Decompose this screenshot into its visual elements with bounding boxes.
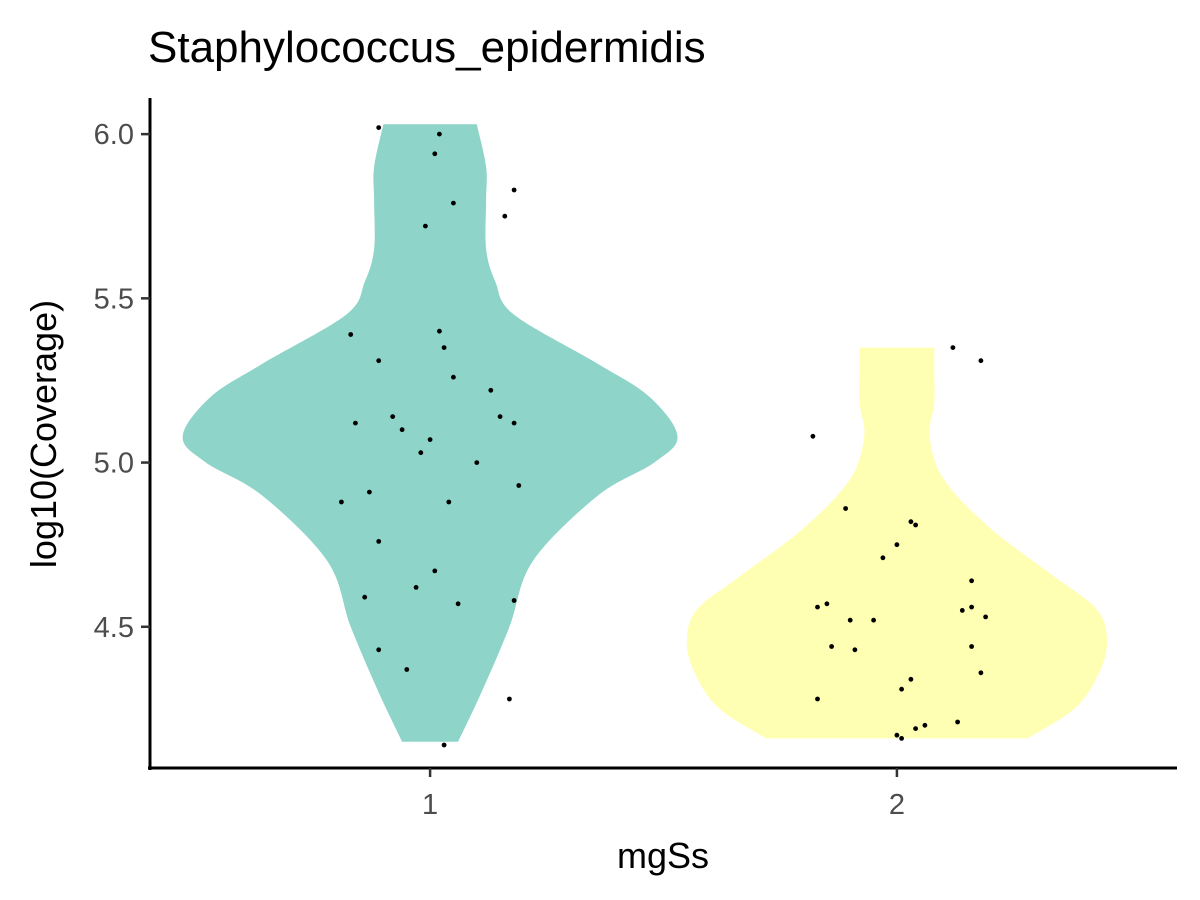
data-point: [451, 200, 456, 206]
data-point: [376, 358, 382, 364]
x-axis-title: mgSs: [617, 835, 709, 876]
points: [339, 125, 988, 748]
chart-title: Staphylococcus_epidermidis: [148, 23, 706, 72]
data-point: [978, 358, 984, 364]
data-point: [455, 601, 461, 607]
data-point: [474, 460, 480, 465]
data-point: [810, 433, 816, 439]
y-tick-label: 5.0: [94, 448, 134, 480]
data-point: [908, 519, 914, 525]
y-tick-label: 5.5: [94, 283, 134, 315]
data-point: [497, 414, 503, 419]
data-point: [511, 187, 517, 193]
data-point: [511, 420, 517, 426]
data-point: [376, 125, 382, 130]
violin-1: [182, 124, 678, 742]
data-point: [815, 604, 820, 610]
data-point: [871, 617, 876, 623]
data-point: [432, 568, 438, 574]
data-point: [894, 732, 900, 738]
data-point: [516, 483, 522, 488]
data-point: [880, 555, 886, 561]
data-point: [922, 722, 928, 728]
data-point: [983, 614, 988, 620]
data-point: [362, 594, 368, 600]
data-point: [913, 522, 918, 528]
data-point: [815, 696, 820, 702]
data-point: [913, 726, 918, 731]
data-point: [978, 670, 984, 676]
data-point: [950, 345, 956, 350]
data-point: [959, 608, 965, 613]
data-point: [502, 213, 508, 219]
data-point: [404, 667, 410, 672]
data-point: [441, 742, 447, 748]
data-point: [390, 414, 396, 419]
data-point: [413, 585, 419, 590]
data-point: [418, 450, 424, 456]
data-point: [894, 542, 900, 548]
y-axis-title: log10(Coverage): [23, 300, 64, 568]
data-point: [969, 604, 974, 610]
y-axis-ticks: 4.5 5.0 5.5 6.0: [94, 119, 150, 644]
data-point: [899, 686, 904, 692]
data-point: [847, 617, 853, 623]
x-tick-label: 1: [422, 789, 438, 821]
data-point: [829, 644, 834, 649]
data-point: [507, 696, 512, 702]
data-point: [423, 223, 428, 229]
data-point: [432, 151, 438, 157]
data-point: [511, 598, 517, 603]
violins: [182, 124, 1107, 742]
data-point: [899, 736, 904, 741]
data-point: [399, 427, 405, 433]
data-point: [488, 387, 494, 393]
x-tick-label: 2: [889, 789, 905, 821]
data-point: [348, 332, 354, 337]
data-point: [969, 644, 974, 649]
data-point: [955, 719, 960, 725]
data-point: [427, 437, 433, 442]
data-point: [969, 578, 974, 584]
data-point: [824, 601, 830, 607]
data-point: [843, 506, 848, 511]
y-tick-label: 4.5: [94, 612, 134, 644]
y-tick-label: 6.0: [94, 119, 134, 151]
data-point: [353, 420, 358, 426]
data-point: [339, 499, 344, 505]
data-point: [376, 539, 382, 544]
data-point: [437, 328, 442, 334]
data-point: [376, 647, 382, 653]
data-point: [437, 131, 442, 137]
data-point: [451, 374, 456, 380]
data-point: [367, 489, 372, 495]
data-point: [852, 647, 858, 653]
data-point: [441, 345, 447, 350]
data-point: [908, 676, 914, 682]
data-point: [446, 499, 452, 505]
